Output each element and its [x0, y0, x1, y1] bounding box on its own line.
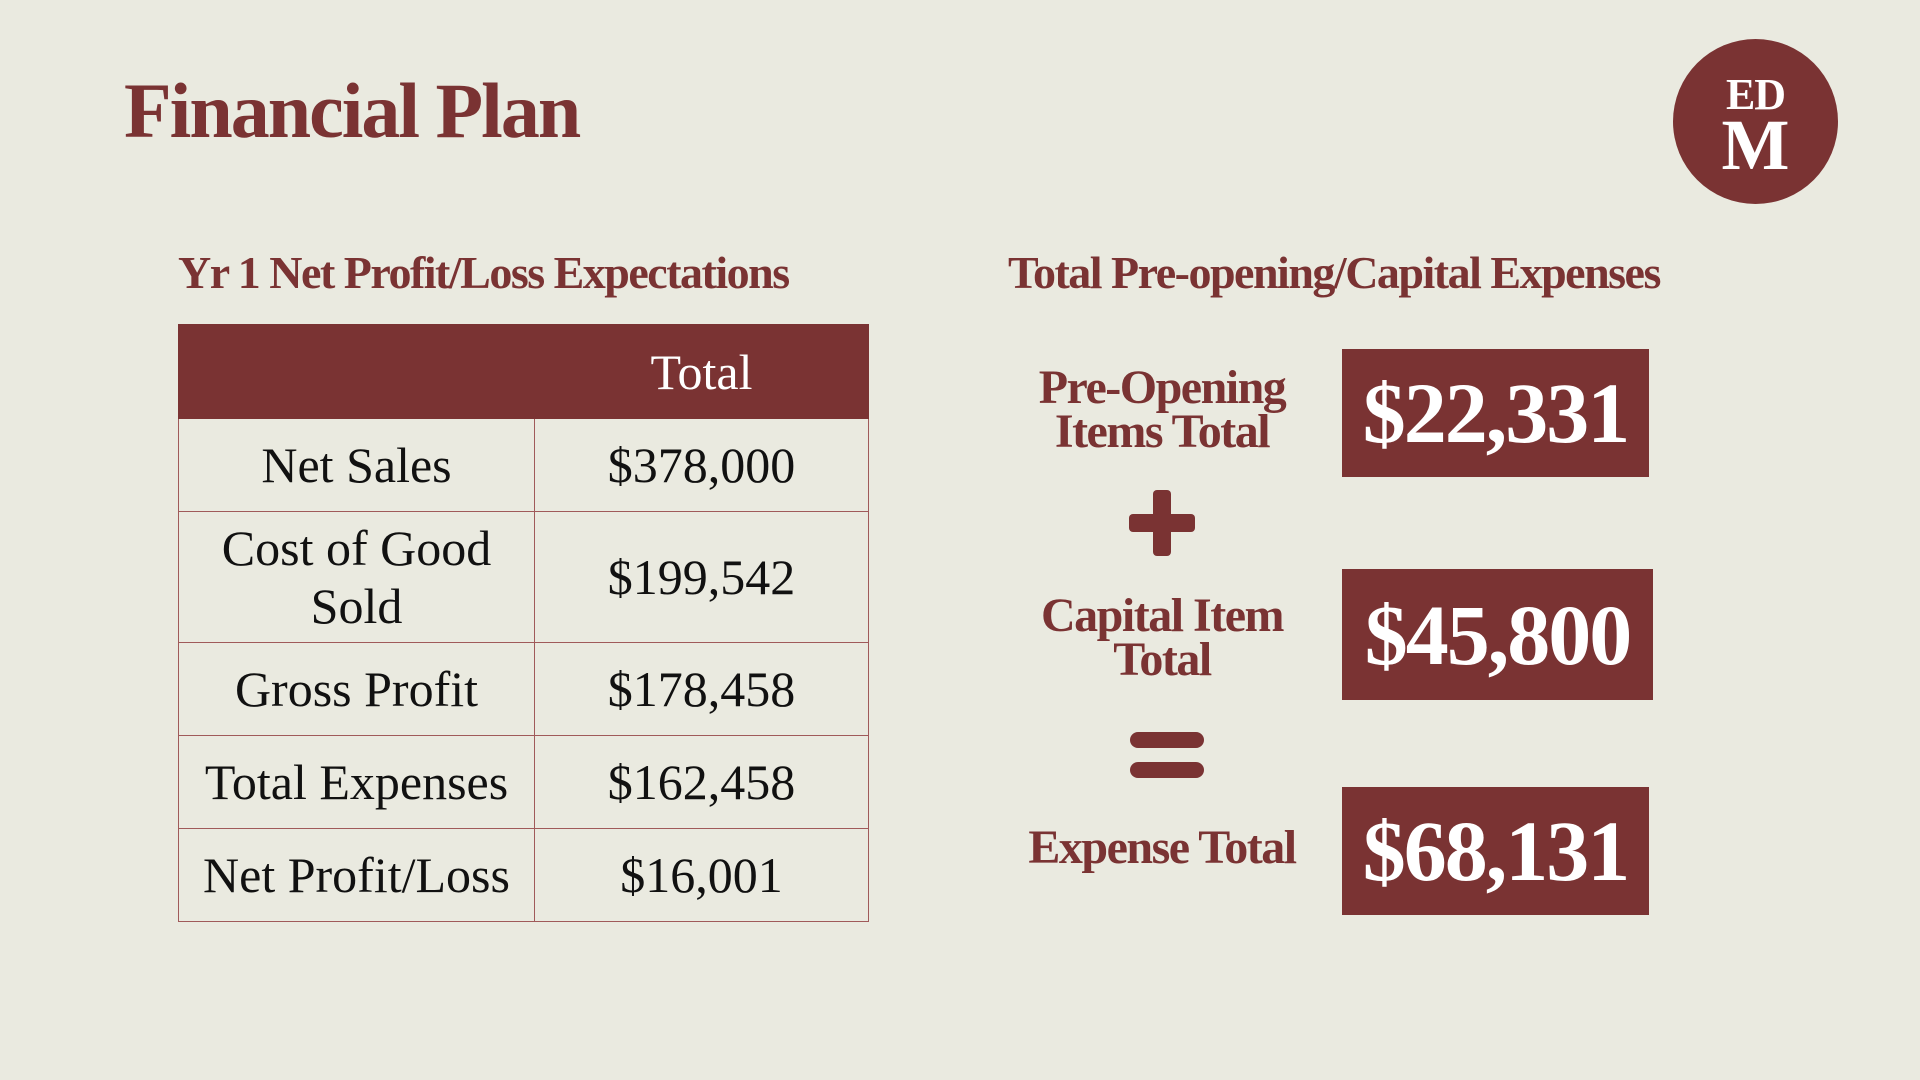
expenses-heading: Total Pre-opening/Capital Expenses	[1008, 247, 1661, 298]
table-row: Net Profit/Loss $16,001	[178, 828, 869, 922]
row-value: $178,458	[534, 642, 869, 736]
profit-loss-table: Total Net Sales $378,000 Cost of Good So…	[178, 324, 869, 922]
slide-title: Financial Plan	[124, 67, 581, 154]
row-label: Gross Profit	[178, 642, 535, 736]
table-row: Gross Profit $178,458	[178, 642, 869, 736]
capital-label: Capital Item Total	[1041, 589, 1284, 686]
logo-line-2: M	[1721, 104, 1790, 185]
pre-opening-value: $22,331	[1342, 349, 1649, 477]
plus-icon	[1129, 490, 1195, 556]
row-value: $199,542	[534, 511, 869, 643]
row-value: $378,000	[534, 418, 869, 512]
row-value: $162,458	[534, 735, 869, 829]
row-label: Net Profit/Loss	[178, 828, 535, 922]
row-label: Total Expenses	[178, 735, 535, 829]
table-row: Cost of Good Sold $199,542	[178, 511, 869, 643]
profit-loss-heading: Yr 1 Net Profit/Loss Expectations	[178, 247, 790, 298]
capital-value: $45,800	[1342, 569, 1653, 700]
edm-logo: ED M	[1673, 39, 1838, 204]
header-cell-label	[178, 324, 535, 419]
table-row: Total Expenses $162,458	[178, 735, 869, 829]
table-header-row: Total	[178, 324, 869, 419]
expense-total-label: Expense Total	[1028, 821, 1297, 874]
table-row: Net Sales $378,000	[178, 418, 869, 512]
row-value: $16,001	[534, 828, 869, 922]
logo-line-1: ED	[1725, 69, 1786, 119]
header-cell-total: Total	[534, 324, 869, 419]
row-label: Net Sales	[178, 418, 535, 512]
equals-icon	[1130, 732, 1204, 778]
row-label: Cost of Good Sold	[178, 511, 535, 643]
expense-total-value: $68,131	[1342, 787, 1649, 915]
pre-opening-label: Pre-Opening Items Total	[1038, 361, 1287, 458]
